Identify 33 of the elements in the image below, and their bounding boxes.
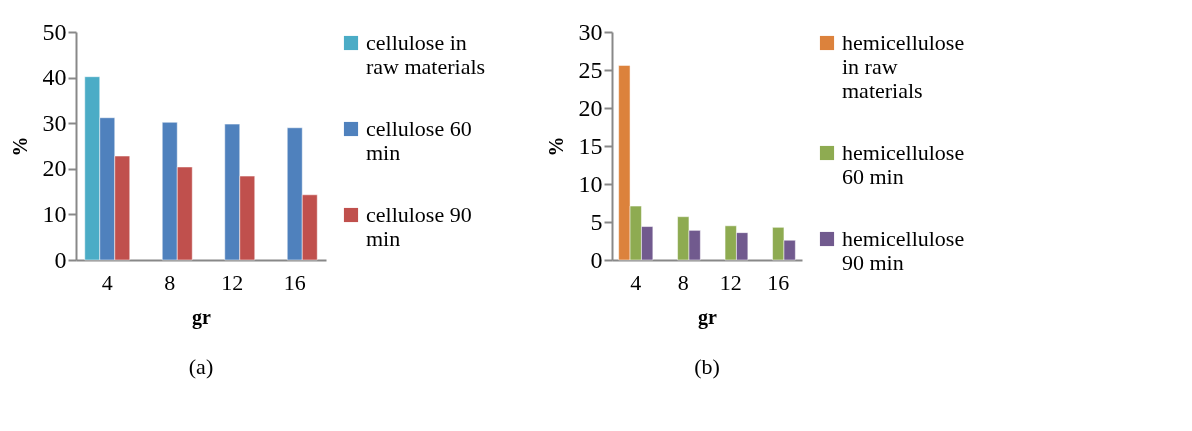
x-tick-label: 4: [101, 269, 113, 295]
y-tick-label: 5: [590, 208, 603, 235]
text: (b): [694, 354, 720, 379]
legend-label: cellulose 60 min: [366, 116, 472, 165]
y-tick-label: 15: [578, 132, 603, 159]
y-tick-label: 30: [42, 109, 67, 136]
y-tick-label: 0: [54, 246, 67, 273]
y-tick-label: 50: [42, 18, 67, 45]
y-tick-label: 10: [42, 200, 67, 227]
y-tick-label: 30: [578, 18, 603, 45]
x-tick-label: 8: [164, 269, 176, 295]
legend-label: cellulose in raw materials: [366, 30, 486, 79]
legend-label: hemicellulose 60 min: [842, 140, 965, 189]
x-axis-title: gr: [192, 305, 212, 329]
y-tick-label: 20: [42, 155, 67, 182]
x-tick-label: 4: [630, 269, 642, 295]
legend-label: cellulose 90 min: [366, 202, 472, 251]
y-axis-title: %: [8, 136, 31, 157]
x-tick-label: 12: [221, 269, 244, 295]
y-axis-title: %: [544, 136, 567, 157]
x-tick-label: 16: [767, 269, 790, 295]
y-tick-label: 20: [578, 94, 603, 121]
legend-label: hemicellulose 90 min: [842, 226, 965, 275]
y-tick-label: 40: [42, 64, 67, 91]
legend-label: hemicellulose in raw materials: [842, 30, 965, 103]
y-tick-label: 0: [590, 246, 603, 273]
x-axis-title: gr: [698, 305, 718, 329]
x-tick-label: 8: [677, 269, 689, 295]
y-tick-label: 25: [578, 56, 603, 83]
x-tick-label: 16: [283, 269, 306, 295]
x-tick-label: 12: [719, 269, 742, 295]
y-tick-label: 10: [578, 170, 603, 197]
text: (a): [188, 354, 214, 379]
